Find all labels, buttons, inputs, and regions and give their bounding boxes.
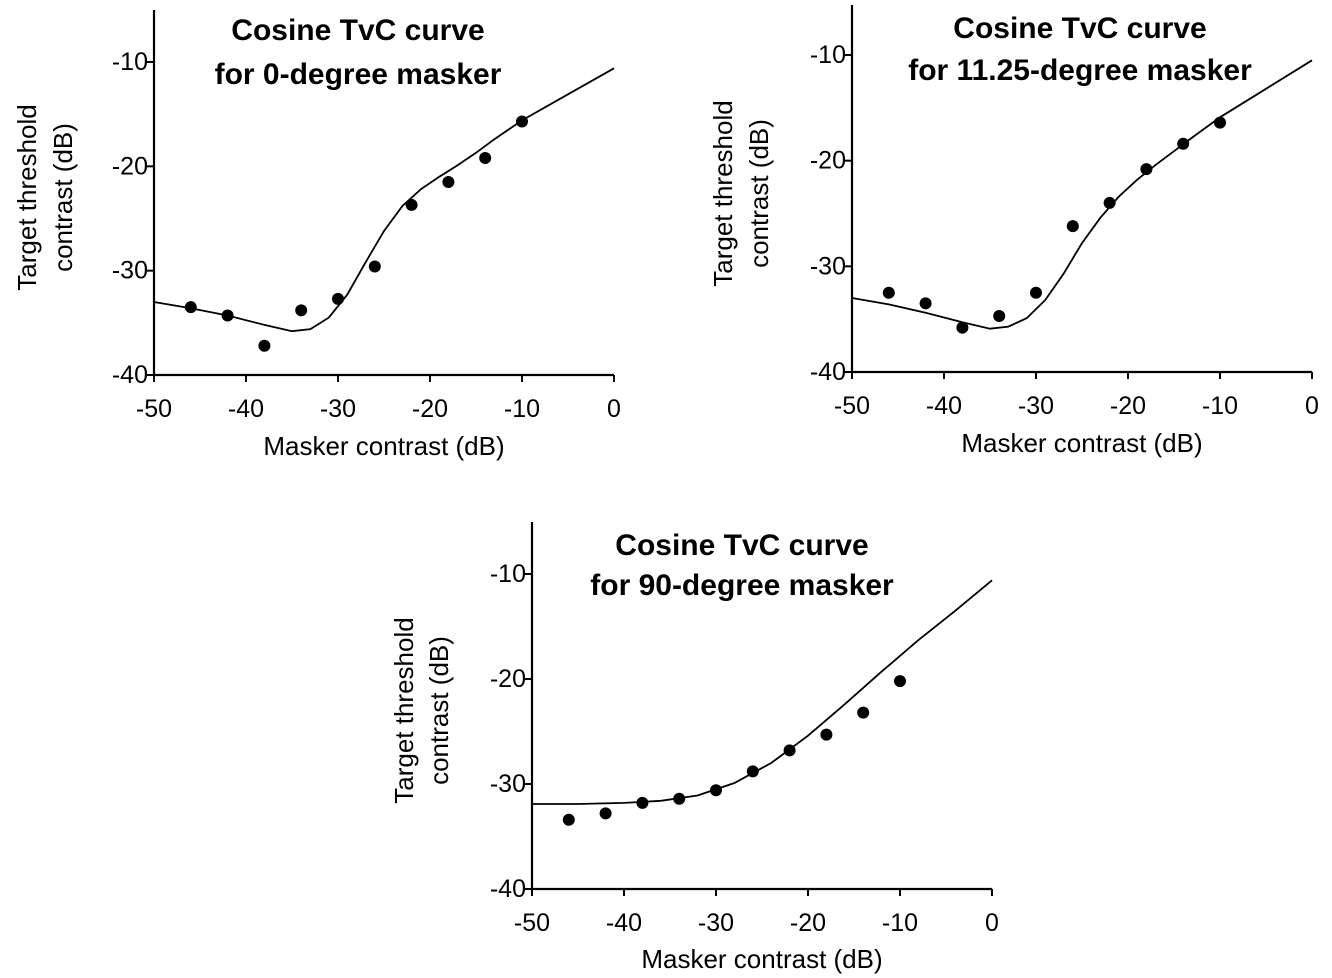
fitted-curve: [851, 59, 1313, 330]
data-point: [993, 309, 1006, 322]
chart-title-line-2: for 0-degree masker: [215, 58, 502, 91]
x-tick-label: -10: [1202, 392, 1238, 420]
y-axis-label-line-2: contrast (dB): [744, 119, 774, 268]
chart-panel-1: -50 -40 -30 -20 -10 0 -40 -30 -20 -10 Cosine TvC c…: [12, 10, 621, 461]
x-tick-label: -10: [882, 909, 918, 937]
data-point: [1066, 220, 1079, 233]
chart-title-line-1: Cosine TvC curve: [231, 14, 484, 47]
fitted-curve: [532, 579, 993, 805]
x-tick-label: -40: [926, 392, 962, 420]
chart-title-line-1: Cosine TvC curve: [953, 12, 1206, 45]
x-tick-label: 0: [985, 909, 999, 937]
data-point: [295, 304, 308, 317]
y-tick-label: -20: [112, 152, 148, 180]
x-tick-label: -50: [514, 909, 550, 937]
data-point: [479, 151, 492, 164]
x-tick-label: -20: [1110, 392, 1146, 420]
data-point: [894, 675, 906, 688]
chart-panel-3: -50 -40 -30 -20 -10 0 -40 -30 -20 -10 Cosine TvC c…: [389, 522, 999, 974]
x-tick-label: 0: [1305, 392, 1319, 420]
chart-title-line-1: Cosine TvC curve: [615, 529, 868, 562]
y-tick-label: -30: [810, 252, 846, 280]
x-axis-label: Masker contrast (dB): [641, 944, 882, 974]
data-point: [221, 309, 234, 322]
data-point: [332, 292, 344, 305]
data-point: [516, 115, 528, 128]
data-point: [673, 792, 686, 805]
chart-title-line-2: for 90-degree masker: [590, 569, 894, 602]
data-point: [636, 796, 649, 809]
data-point: [746, 765, 759, 778]
chart-panel-2: -50 -40 -30 -20 -10 0 -40 -30 -20 -10 Cosine TvC c…: [708, 5, 1319, 458]
x-tick-label: -10: [504, 395, 540, 423]
x-axis-label: Masker contrast (dB): [961, 428, 1202, 458]
data-point: [956, 321, 969, 334]
y-tick-label: -10: [810, 41, 846, 69]
y-axis-label-line-2: contrast (dB): [424, 636, 454, 785]
x-tick-label: -40: [228, 395, 264, 423]
x-axis-label: Masker contrast (dB): [263, 431, 504, 461]
data-point: [184, 301, 197, 314]
data-point: [1103, 196, 1116, 209]
data-point: [882, 286, 895, 299]
x-tick-label: -20: [412, 395, 448, 423]
x-tick-label: -30: [320, 395, 356, 423]
x-tick-label: -20: [790, 909, 826, 937]
x-tick-label: 0: [607, 395, 621, 423]
chart-title-line-2: for 11.25-degree masker: [908, 54, 1252, 87]
y-tick-label: -40: [810, 358, 846, 386]
fitted-curve: [153, 67, 615, 333]
data-point: [258, 339, 271, 352]
data-point: [599, 807, 612, 820]
x-tick-label: -50: [834, 392, 870, 420]
data-point: [405, 198, 418, 211]
y-tick-label: -40: [112, 361, 148, 389]
x-tick-label: -50: [136, 395, 172, 423]
data-point: [442, 175, 455, 188]
data-point: [919, 297, 932, 310]
data-point: [1030, 286, 1042, 299]
x-tick-label: -30: [698, 909, 734, 937]
y-axis-label-line-1: Target threshold: [12, 104, 42, 290]
y-tick-label: -20: [490, 665, 526, 693]
y-tick-label: -40: [490, 875, 526, 903]
data-point: [1177, 137, 1190, 150]
data-point: [857, 706, 870, 719]
data-point: [1140, 163, 1153, 176]
y-axis-label-line-1: Target threshold: [708, 100, 738, 286]
data-point: [710, 784, 722, 797]
data-point: [368, 260, 381, 273]
y-tick-label: -30: [490, 770, 526, 798]
y-tick-label: -30: [112, 257, 148, 285]
x-tick-label: -40: [606, 909, 642, 937]
y-tick-label: -10: [112, 48, 148, 76]
data-point: [1214, 116, 1226, 129]
x-tick-label: -30: [1018, 392, 1054, 420]
data-point: [783, 744, 796, 757]
data-point: [820, 728, 833, 741]
y-tick-label: -10: [490, 560, 526, 588]
y-axis-label-line-2: contrast (dB): [48, 123, 78, 272]
y-tick-label: -20: [810, 147, 846, 175]
data-point: [562, 813, 575, 826]
y-axis-label-line-1: Target threshold: [389, 617, 419, 803]
